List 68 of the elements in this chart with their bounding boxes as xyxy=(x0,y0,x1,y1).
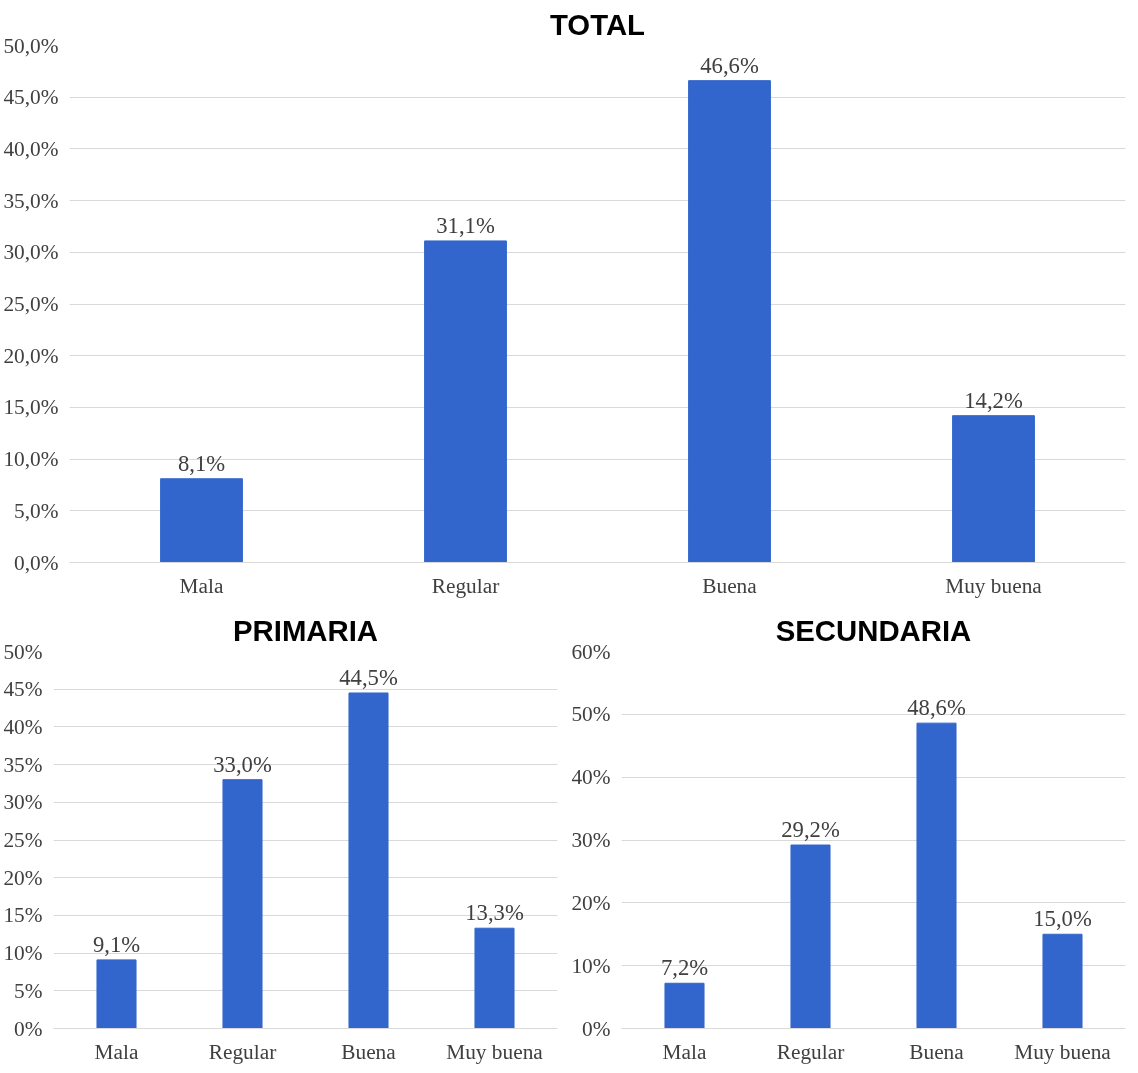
bar xyxy=(474,927,515,1029)
y-tick-label: 50% xyxy=(571,702,611,727)
chart-title: PRIMARIA xyxy=(233,613,379,647)
data-label: 13,3% xyxy=(465,900,524,926)
bar xyxy=(348,692,389,1029)
y-tick-label: 20% xyxy=(571,890,611,915)
y-tick-label: 20% xyxy=(3,865,43,890)
y-tick-label: 45% xyxy=(3,677,43,702)
data-label: 8,1% xyxy=(177,450,226,476)
data-label: 31,1% xyxy=(436,212,495,238)
x-tick-label: Buena xyxy=(702,573,758,598)
data-label: 46,6% xyxy=(700,52,759,78)
bar xyxy=(96,959,137,1029)
bar xyxy=(916,722,957,1029)
y-tick-label: 0% xyxy=(14,1016,43,1041)
y-tick-label: 40% xyxy=(3,714,43,739)
y-tick-label: 15,0% xyxy=(3,395,59,420)
bar xyxy=(222,779,263,1029)
y-tick-label: 25,0% xyxy=(3,292,59,316)
y-tick-label: 30% xyxy=(571,828,611,852)
y-tick-label: 10,0% xyxy=(3,447,59,472)
chart-title: TOTAL xyxy=(549,7,646,41)
y-tick-label: 0,0% xyxy=(14,550,59,575)
x-tick-label: Mala xyxy=(179,573,224,598)
data-label: 14,2% xyxy=(964,387,1023,413)
data-label: 9,1% xyxy=(92,931,141,957)
y-tick-label: 50,0% xyxy=(3,33,59,58)
y-tick-label: 40,0% xyxy=(3,136,59,161)
y-tick-label: 0% xyxy=(582,1016,611,1041)
data-label: 44,5% xyxy=(339,664,398,690)
y-tick-label: 5% xyxy=(14,978,43,1003)
x-tick-label: Regular xyxy=(208,1039,277,1064)
y-tick-label: 10% xyxy=(571,953,611,978)
y-tick-label: 30% xyxy=(3,790,43,815)
y-tick-label: 10% xyxy=(3,941,43,966)
bar xyxy=(160,478,243,563)
x-tick-label: Mala xyxy=(94,1039,139,1064)
x-tick-label: Muy buena xyxy=(1014,1039,1112,1064)
y-tick-label: 20,0% xyxy=(3,343,59,368)
bar xyxy=(664,982,705,1029)
x-tick-label: Buena xyxy=(909,1039,965,1064)
data-label: 48,6% xyxy=(907,695,966,721)
data-label: 33,0% xyxy=(213,751,272,777)
data-label: 29,2% xyxy=(781,817,840,843)
y-tick-label: 50% xyxy=(3,639,43,664)
y-tick-label: 60% xyxy=(571,639,611,664)
chart-title: SECUNDARIA xyxy=(775,613,972,647)
bar xyxy=(952,415,1035,563)
x-tick-label: Mala xyxy=(662,1039,707,1064)
data-label: 7,2% xyxy=(660,955,709,981)
y-tick-label: 35,0% xyxy=(3,188,59,213)
x-tick-label: Regular xyxy=(431,573,500,598)
x-tick-label: Muy buena xyxy=(446,1039,544,1064)
data-label: 15,0% xyxy=(1033,906,1092,932)
bar xyxy=(790,844,831,1029)
bar xyxy=(688,80,771,563)
y-tick-label: 45,0% xyxy=(3,85,59,110)
y-tick-label: 15% xyxy=(3,903,43,928)
x-tick-label: Muy buena xyxy=(945,573,1043,598)
bar xyxy=(424,240,507,563)
x-tick-label: Buena xyxy=(341,1039,397,1064)
bar xyxy=(1042,933,1083,1029)
y-tick-label: 25% xyxy=(3,828,43,852)
y-tick-label: 30,0% xyxy=(3,240,59,265)
y-tick-label: 5,0% xyxy=(14,498,59,523)
y-tick-label: 40% xyxy=(571,765,611,790)
x-tick-label: Regular xyxy=(776,1039,845,1064)
y-tick-label: 35% xyxy=(3,752,43,777)
